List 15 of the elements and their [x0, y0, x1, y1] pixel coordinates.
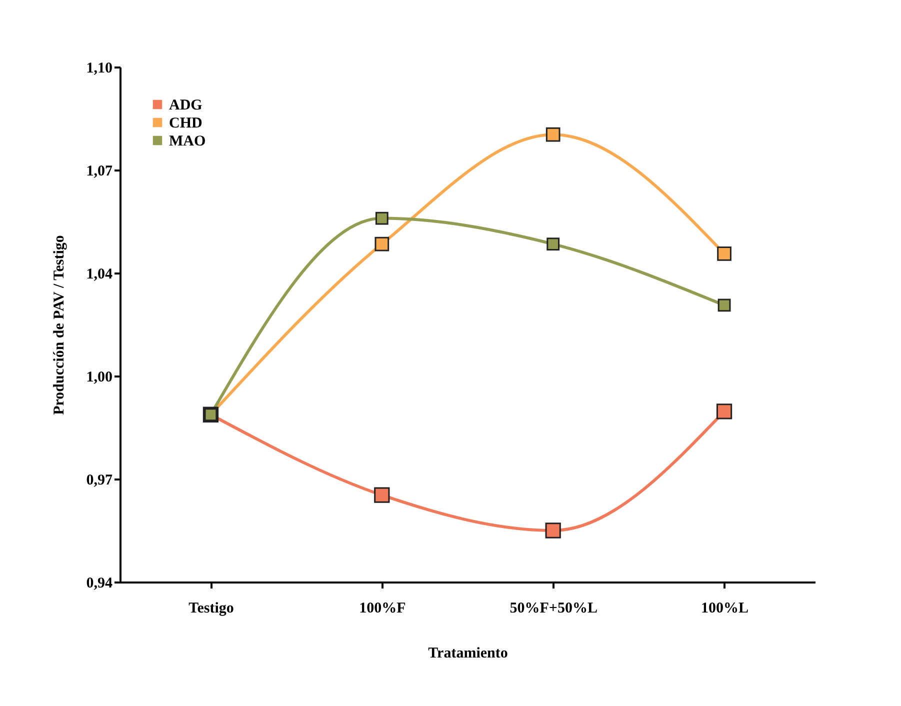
- y-tick-label: 0,94: [86, 576, 113, 592]
- legend-label: MAO: [169, 134, 206, 150]
- x-tick-label: 50%F+50%L: [510, 600, 598, 616]
- y-tick-label: 1,04: [86, 266, 113, 282]
- y-tick-label: 0,97: [86, 472, 113, 488]
- legend-label: CHD: [169, 116, 202, 132]
- x-tick-label: 100%L: [701, 600, 749, 616]
- y-axis-title: Producción de PAV / Testigo: [51, 235, 68, 415]
- y-tick-label: 1,10: [86, 60, 112, 76]
- x-tick-label: 100%F: [359, 600, 406, 616]
- y-tick-label: 1,07: [86, 164, 113, 180]
- x-tick-label: Testigo: [188, 600, 234, 616]
- legend-label: ADG: [169, 98, 203, 114]
- x-axis-title: Tratamiento: [428, 646, 508, 662]
- y-tick-label: 1,00: [86, 370, 112, 386]
